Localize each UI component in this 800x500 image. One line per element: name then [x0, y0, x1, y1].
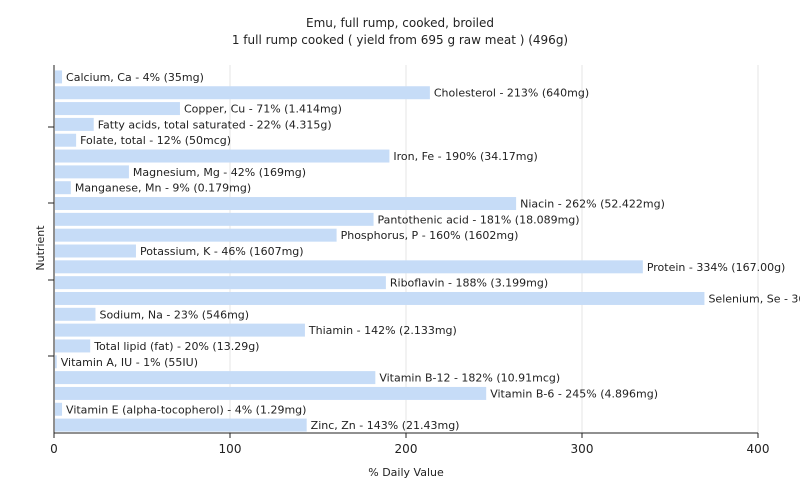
bar-label: Manganese, Mn - 9% (0.179mg)	[75, 182, 251, 195]
bar-label: Selenium, Se - 369% (258.4mcg)	[708, 292, 800, 305]
bar-label: Fatty acids, total saturated - 22% (4.31…	[98, 118, 332, 131]
bar	[55, 86, 430, 100]
bar	[55, 149, 390, 163]
bar-label: Vitamin E (alpha-tocopherol) - 4% (1.29m…	[66, 403, 306, 416]
bar	[55, 117, 94, 131]
bar	[55, 260, 643, 274]
bar-label: Thiamin - 142% (2.133mg)	[308, 324, 457, 337]
bar-label: Vitamin B-12 - 182% (10.91mcg)	[379, 372, 560, 385]
y-ticks-group	[48, 126, 54, 357]
bar	[55, 197, 517, 211]
bar-label: Folate, total - 12% (50mcg)	[80, 134, 231, 147]
bar-label: Magnesium, Mg - 42% (169mg)	[133, 166, 306, 179]
bar-label: Vitamin B-6 - 245% (4.896mg)	[490, 387, 658, 400]
bar	[55, 212, 374, 226]
bar	[55, 276, 386, 290]
bar-label: Calcium, Ca - 4% (35mg)	[66, 71, 204, 84]
x-tick-label: 0	[50, 442, 58, 456]
x-axis-label: % Daily Value	[368, 466, 444, 479]
x-tick-label: 200	[395, 442, 418, 456]
bar	[55, 133, 77, 147]
bar	[55, 402, 63, 416]
bar	[55, 165, 129, 179]
bar-label: Zinc, Zn - 143% (21.43mg)	[311, 419, 460, 432]
bars-group: Calcium, Ca - 4% (35mg) Cholesterol - 213…	[55, 70, 800, 432]
bar-label: Riboflavin - 188% (3.199mg)	[390, 277, 548, 290]
x-tick-label: 300	[571, 442, 594, 456]
bar	[55, 228, 337, 242]
bar-label: Pantothenic acid - 181% (18.089mg)	[378, 213, 580, 226]
chart-subtitle: 1 full rump cooked ( yield from 695 g ra…	[232, 33, 568, 47]
bar	[55, 355, 57, 369]
bar-label: Potassium, K - 46% (1607mg)	[140, 245, 304, 258]
bar-label: Niacin - 262% (52.422mg)	[520, 198, 665, 211]
bar	[55, 371, 376, 385]
x-ticks-group: 0 100 200 300 400	[50, 433, 769, 456]
bar	[55, 339, 91, 353]
bar-label: Iron, Fe - 190% (34.17mg)	[393, 150, 537, 163]
bar	[55, 307, 96, 321]
bar	[55, 418, 307, 432]
bar	[55, 386, 487, 400]
bar	[55, 244, 136, 258]
bar-label: Vitamin A, IU - 1% (55IU)	[61, 356, 198, 369]
chart-title: Emu, full rump, cooked, broiled	[306, 16, 494, 30]
bar	[55, 102, 180, 116]
x-tick-label: 400	[747, 442, 770, 456]
bar	[55, 291, 705, 305]
bar	[55, 70, 63, 84]
bar	[55, 323, 305, 337]
bar-label: Phosphorus, P - 160% (1602mg)	[341, 229, 519, 242]
bar-label: Sodium, Na - 23% (546mg)	[99, 308, 249, 321]
x-tick-label: 100	[219, 442, 242, 456]
bar-label: Cholesterol - 213% (640mg)	[434, 87, 589, 100]
y-axis-label: Nutrient	[34, 225, 47, 271]
bar-label: Total lipid (fat) - 20% (13.29g)	[93, 340, 259, 353]
bar-label: Protein - 334% (167.00g)	[647, 261, 786, 274]
bar	[55, 181, 71, 195]
bar-label: Copper, Cu - 71% (1.414mg)	[184, 103, 342, 116]
